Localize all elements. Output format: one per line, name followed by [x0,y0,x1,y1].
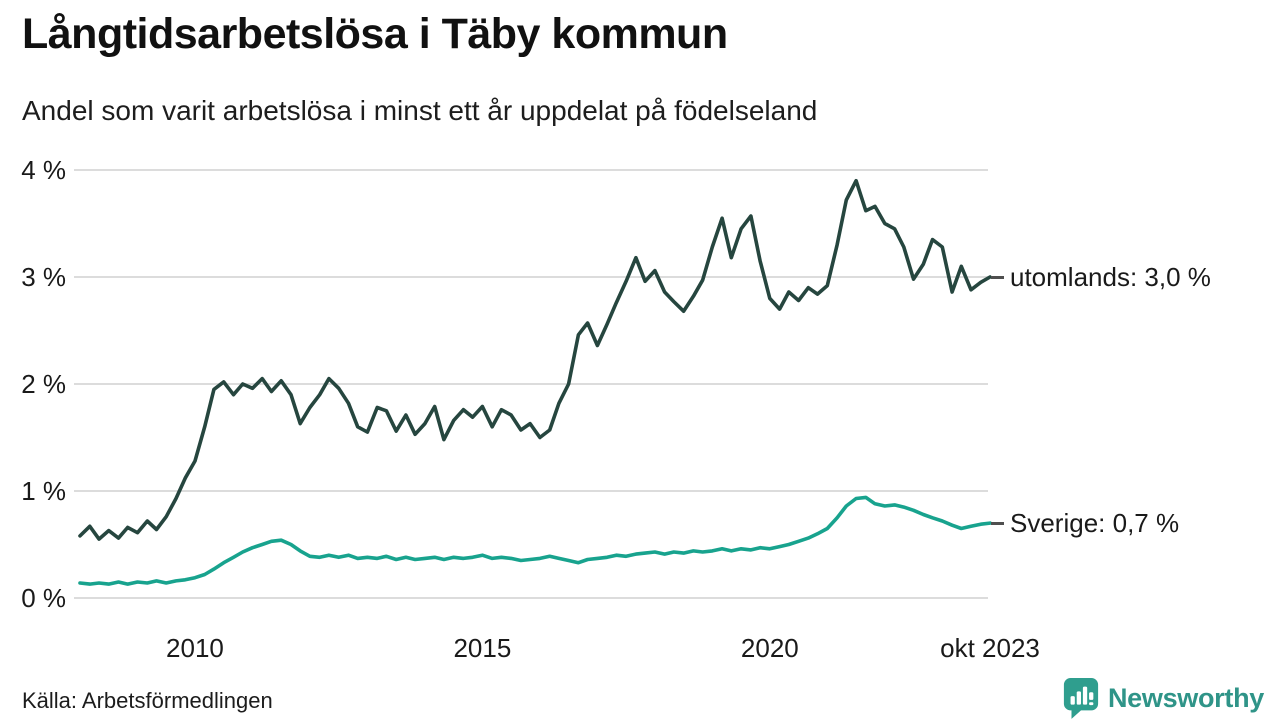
source-note: Källa: Arbetsförmedlingen [22,688,273,713]
y-axis-tick-label: 1 % [21,476,66,506]
y-axis-tick-label: 3 % [21,262,66,292]
newsworthy-logo[interactable]: Newsworthy [1062,677,1264,719]
x-axis-tick-label: 2010 [166,633,224,663]
page-title: Långtidsarbetslösa i Täby kommun [22,10,728,58]
series-line-Sverige [78,495,992,586]
newsworthy-wordmark: Newsworthy [1107,682,1264,713]
series-end-label-sverige: Sverige: 0,7 % [991,506,1179,540]
series-label-tick [991,522,1004,526]
x-axis-tick-label: 2015 [453,633,512,663]
newsworthy-chart-bubble-icon [1063,678,1099,719]
series-label-text: Sverige: 0,7 % [1010,508,1180,539]
page-subtitle: Andel som varit arbetslösa i minst ett å… [22,95,818,126]
y-axis-tick-label: 4 % [21,155,66,185]
series-line-utomlands [78,178,992,541]
series-end-label-utomlands: utomlands: 3,0 % [991,260,1211,294]
series-label-tick [991,276,1004,280]
y-axis-tick-label: 2 % [21,369,66,399]
x-axis-tick-label: 2020 [740,633,799,663]
y-axis-tick-label: 0 % [21,583,66,613]
x-axis-tick-label: okt 2023 [940,633,1040,663]
series-label-text: utomlands: 3,0 % [1010,262,1211,292]
